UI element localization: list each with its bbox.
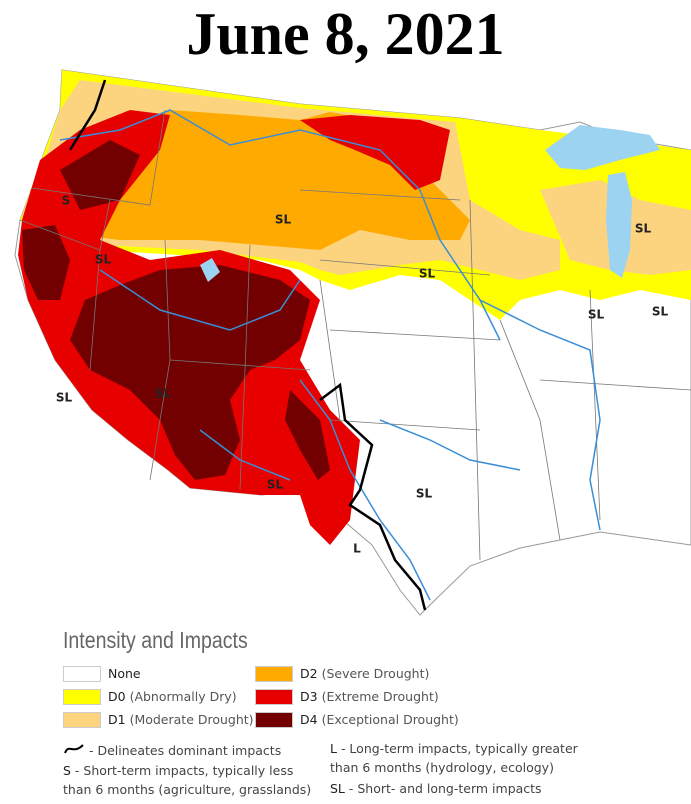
legend-title: Intensity and Impacts bbox=[63, 627, 248, 653]
legend-swatch bbox=[255, 666, 293, 682]
legend-code: D3 bbox=[300, 689, 318, 704]
lake bbox=[606, 172, 632, 278]
legend-swatch bbox=[63, 712, 101, 728]
impact-label: SL bbox=[155, 387, 172, 401]
impact-label: SL bbox=[588, 308, 605, 322]
legend-code: D4 bbox=[300, 712, 318, 727]
impact-lines bbox=[68, 79, 427, 611]
rivers bbox=[59, 109, 601, 601]
legend-desc: (Exceptional Drought) bbox=[321, 712, 459, 727]
lake bbox=[200, 258, 220, 282]
note-desc: - Short- and long-term impacts bbox=[348, 781, 542, 796]
impact-label: SL bbox=[652, 305, 669, 319]
note: S - Short-term impacts, typically less t… bbox=[63, 761, 318, 799]
legend-desc: (Abnormally Dry) bbox=[129, 689, 237, 704]
note-code: L bbox=[330, 741, 337, 756]
note: SL - Short- and long-term impacts bbox=[330, 779, 590, 798]
map-labels: SSLSLSLSLSLSLSLSLSLSLLL bbox=[56, 194, 669, 556]
lake bbox=[545, 125, 660, 170]
note-desc: - Long-term impacts, typically greater t… bbox=[330, 741, 578, 775]
legend-swatch bbox=[63, 689, 101, 705]
legend-desc: (Extreme Drought) bbox=[321, 689, 439, 704]
legend-label: D3 (Extreme Drought) bbox=[300, 689, 439, 704]
legend-label: D1 (Moderate Drought) bbox=[108, 712, 254, 727]
note: L - Long-term impacts, typically greater… bbox=[330, 739, 590, 777]
legend-text: None bbox=[108, 666, 141, 681]
state-lines bbox=[19, 109, 691, 561]
legend-code: D2 bbox=[300, 666, 318, 681]
note-code: SL bbox=[330, 781, 345, 796]
note: - Delineates dominant impacts bbox=[63, 741, 303, 760]
legend-swatch bbox=[255, 712, 293, 728]
impact-label: SL bbox=[419, 267, 436, 281]
legend-code: D1 bbox=[108, 712, 126, 727]
impact-label: SL bbox=[56, 391, 73, 405]
d3-area bbox=[300, 115, 450, 190]
d4-area bbox=[22, 225, 70, 300]
legend-desc: (Severe Drought) bbox=[321, 666, 430, 681]
title: June 8, 2021 bbox=[186, 1, 505, 67]
legend-label: None bbox=[108, 666, 141, 681]
legend-label: D2 (Severe Drought) bbox=[300, 666, 429, 681]
impact-label: SL bbox=[416, 487, 433, 501]
d4-area bbox=[60, 140, 140, 210]
impact-label: SL bbox=[275, 213, 292, 227]
impact-label: SL bbox=[267, 478, 284, 492]
impact-label: L bbox=[353, 542, 361, 556]
note-desc: - Short-term impacts, typically less tha… bbox=[63, 763, 312, 797]
legend-swatch bbox=[255, 689, 293, 705]
legend-label: D4 (Exceptional Drought) bbox=[300, 712, 459, 727]
legend-label: D0 (Abnormally Dry) bbox=[108, 689, 237, 704]
legend-code: D0 bbox=[108, 689, 126, 704]
impact-line-icon bbox=[64, 744, 84, 754]
impact-label: SL bbox=[95, 253, 112, 267]
note-code: S bbox=[63, 763, 71, 778]
note-desc: - Delineates dominant impacts bbox=[88, 743, 282, 758]
legend-desc: (Moderate Drought) bbox=[129, 712, 254, 727]
impact-label: S bbox=[62, 194, 71, 208]
drought-map: SSLSLSLSLSLSLSLSLSLSLLL bbox=[14, 69, 691, 616]
legend-swatch bbox=[63, 666, 101, 682]
d4-area bbox=[285, 390, 330, 480]
d4-area bbox=[70, 265, 310, 480]
impact-label: SL bbox=[635, 222, 652, 236]
